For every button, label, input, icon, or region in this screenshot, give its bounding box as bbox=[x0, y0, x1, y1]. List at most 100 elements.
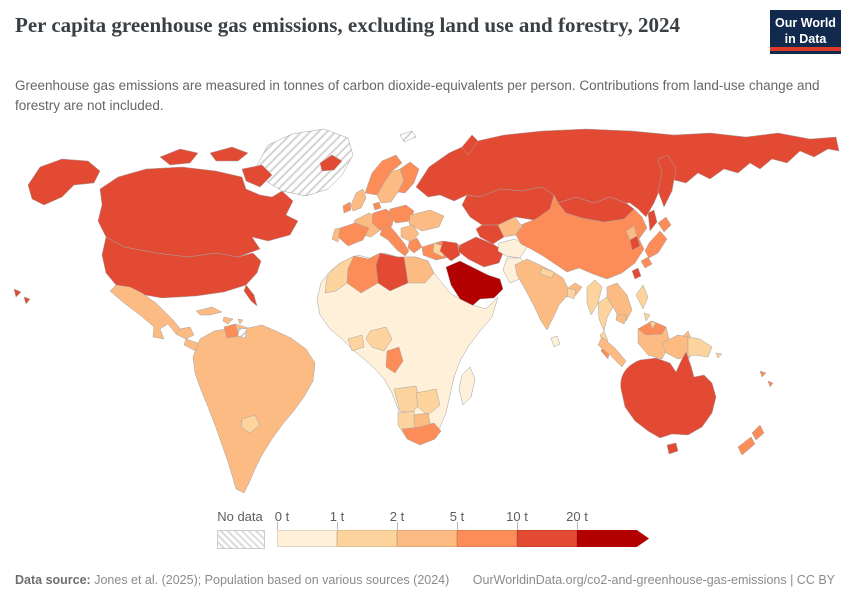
legend-tick-label: 20 t bbox=[566, 509, 588, 524]
country-spain[interactable] bbox=[337, 222, 370, 247]
country-usa-hawaii[interactable] bbox=[23, 296, 31, 305]
legend-tick-mark bbox=[337, 522, 338, 530]
country-canada[interactable] bbox=[209, 146, 249, 162]
legend-segment[interactable] bbox=[277, 530, 337, 547]
country-greenland[interactable] bbox=[255, 128, 354, 197]
country-philippines[interactable] bbox=[643, 312, 651, 322]
country-uk[interactable] bbox=[350, 188, 367, 212]
country-new-zealand[interactable] bbox=[737, 436, 756, 456]
legend-tick-mark bbox=[517, 522, 518, 530]
country-gabon[interactable] bbox=[385, 346, 404, 374]
country-iran[interactable] bbox=[457, 236, 505, 268]
region-pacific-islands[interactable] bbox=[767, 380, 774, 388]
legend-no-data-swatch[interactable] bbox=[217, 530, 265, 549]
legend-segment[interactable] bbox=[457, 530, 517, 547]
country-ireland[interactable] bbox=[342, 201, 352, 214]
country-mongolia[interactable] bbox=[557, 196, 635, 223]
legend-tick-mark bbox=[577, 522, 578, 530]
country-usa-alaska[interactable] bbox=[27, 158, 101, 206]
region-balkans[interactable] bbox=[400, 224, 420, 243]
country-iceland[interactable] bbox=[319, 154, 343, 172]
legend-tick-mark bbox=[397, 522, 398, 530]
legend-segment[interactable] bbox=[517, 530, 577, 547]
country-russia-novaya-zemlya[interactable] bbox=[461, 134, 479, 156]
country-angola[interactable] bbox=[393, 385, 421, 414]
country-papua-new-guinea[interactable] bbox=[687, 336, 713, 358]
legend-segment[interactable] bbox=[337, 530, 397, 547]
country-indonesia-sumatra[interactable] bbox=[597, 336, 627, 368]
country-south-korea[interactable] bbox=[629, 235, 641, 251]
chart-subtitle: Greenhouse gas emissions are measured in… bbox=[15, 78, 820, 114]
legend-tick-label: 2 t bbox=[389, 509, 405, 524]
legend-tick-label: 5 t bbox=[449, 509, 465, 524]
country-nepal[interactable] bbox=[539, 267, 555, 279]
page-title: Per capita greenhouse gas emissions, exc… bbox=[15, 13, 681, 37]
country-germany[interactable] bbox=[371, 208, 395, 231]
country-puerto-rico[interactable] bbox=[237, 318, 244, 325]
country-canada[interactable] bbox=[241, 164, 273, 188]
country-italy[interactable] bbox=[379, 225, 410, 257]
country-cambodia[interactable] bbox=[615, 313, 628, 325]
country-new-zealand[interactable] bbox=[751, 424, 765, 441]
legend-segment-arrow[interactable] bbox=[577, 530, 649, 547]
region-vietnam-laos[interactable] bbox=[606, 282, 633, 322]
country-hispaniola[interactable] bbox=[222, 316, 234, 325]
country-iraq[interactable] bbox=[439, 240, 461, 262]
country-japan[interactable] bbox=[640, 256, 653, 269]
country-japan[interactable] bbox=[657, 216, 672, 233]
region-pacific-islands[interactable] bbox=[759, 370, 767, 378]
country-greece[interactable] bbox=[407, 237, 423, 254]
legend-tick-mark bbox=[457, 522, 458, 530]
country-taiwan[interactable] bbox=[631, 267, 642, 280]
country-philippines[interactable] bbox=[635, 284, 649, 310]
region-zambia-zimbabwe[interactable] bbox=[415, 388, 441, 416]
country-south-africa[interactable] bbox=[401, 422, 442, 446]
country-bangladesh[interactable] bbox=[566, 287, 577, 300]
country-portugal[interactable] bbox=[331, 227, 341, 243]
country-madagascar[interactable] bbox=[458, 366, 476, 406]
legend-segment[interactable] bbox=[397, 530, 457, 547]
country-canada[interactable] bbox=[159, 148, 199, 166]
country-mexico-yucatan[interactable] bbox=[175, 326, 195, 340]
world-map[interactable] bbox=[10, 125, 840, 505]
country-mexico[interactable] bbox=[109, 284, 187, 340]
country-australia-tasmania[interactable] bbox=[666, 442, 679, 455]
country-ukraine[interactable] bbox=[408, 209, 445, 232]
country-japan[interactable] bbox=[644, 230, 668, 259]
legend-color-bar[interactable] bbox=[277, 530, 649, 547]
country-russia-kamchatka[interactable] bbox=[657, 154, 677, 208]
country-sri-lanka[interactable] bbox=[550, 335, 561, 348]
country-nigeria[interactable] bbox=[365, 326, 393, 352]
country-australia[interactable] bbox=[620, 351, 717, 439]
legend-no-data-label: No data bbox=[217, 509, 263, 524]
owid-logo-accent-strip bbox=[770, 47, 841, 51]
country-philippines[interactable] bbox=[649, 320, 657, 330]
country-denmark[interactable] bbox=[372, 201, 382, 211]
country-russia-sakhalin[interactable] bbox=[647, 209, 658, 232]
country-cuba[interactable] bbox=[195, 306, 223, 316]
country-usa-florida[interactable] bbox=[243, 284, 258, 307]
country-usa[interactable] bbox=[101, 236, 262, 299]
region-solomon-islands[interactable] bbox=[715, 352, 723, 359]
legend-tick-label: 10 t bbox=[506, 509, 528, 524]
credit-link[interactable]: OurWorldinData.org/co2-and-greenhouse-ga… bbox=[472, 573, 835, 587]
owid-logo-line2: in Data bbox=[784, 32, 827, 47]
legend-tick-label: 0 t bbox=[274, 509, 290, 524]
legend-tick-label: 1 t bbox=[329, 509, 345, 524]
country-finland[interactable] bbox=[397, 161, 420, 194]
country-uzbekistan[interactable] bbox=[497, 216, 522, 238]
country-egypt[interactable] bbox=[403, 256, 435, 284]
owid-logo[interactable]: Our World in Data bbox=[770, 10, 841, 54]
map-legend: No data 0 t 1 t 2 t 5 t 10 t 20 t bbox=[0, 503, 850, 559]
data-source-label: Data source: bbox=[15, 573, 91, 587]
country-paraguay[interactable] bbox=[240, 414, 261, 434]
region-south-america[interactable] bbox=[192, 323, 316, 494]
country-usa-hawaii[interactable] bbox=[13, 288, 22, 298]
country-ghana[interactable] bbox=[347, 334, 365, 352]
legend-tick-mark bbox=[277, 522, 278, 530]
region-arabian-peninsula[interactable] bbox=[445, 260, 504, 308]
data-source-value: Jones et al. (2025); Population based on… bbox=[90, 573, 450, 587]
country-svalbard[interactable] bbox=[399, 130, 417, 143]
country-suriname[interactable] bbox=[237, 327, 248, 339]
